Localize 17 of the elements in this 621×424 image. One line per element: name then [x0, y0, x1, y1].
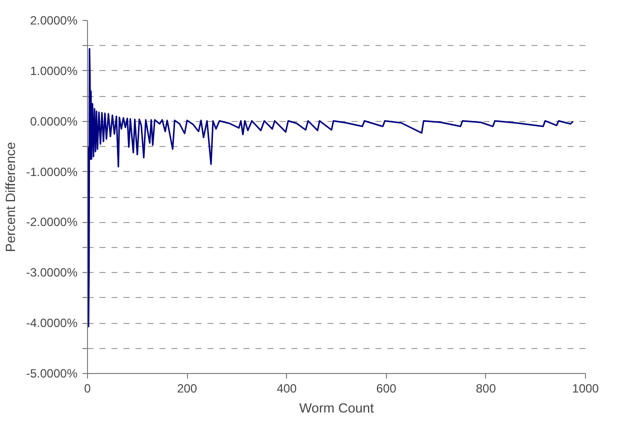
y-tick-label: -1.0000% — [26, 164, 78, 179]
y-tick-label: -5.0000% — [26, 366, 78, 380]
x-tick-label: 600 — [376, 382, 397, 396]
y-tick-label: 1.0000% — [30, 64, 78, 78]
y-tick-label: -2.0000% — [26, 215, 78, 230]
y-tick-label: -4.0000% — [26, 316, 78, 330]
y-tick-label: 2.0000% — [30, 14, 78, 28]
x-tick-label: 1000 — [572, 382, 600, 396]
y-tick-label: 0.0000% — [30, 114, 78, 128]
x-tick-label: 0 — [84, 382, 92, 396]
x-tick-label: 400 — [276, 382, 298, 396]
x-tick-label: 800 — [476, 382, 496, 396]
y-tick-label: -3.0000% — [26, 266, 78, 280]
x-tick-label: 200 — [177, 382, 198, 396]
x-axis-title: Worm Count — [299, 400, 374, 416]
y-axis-title: Percent Difference — [3, 142, 18, 252]
line-series — [88, 48, 574, 328]
